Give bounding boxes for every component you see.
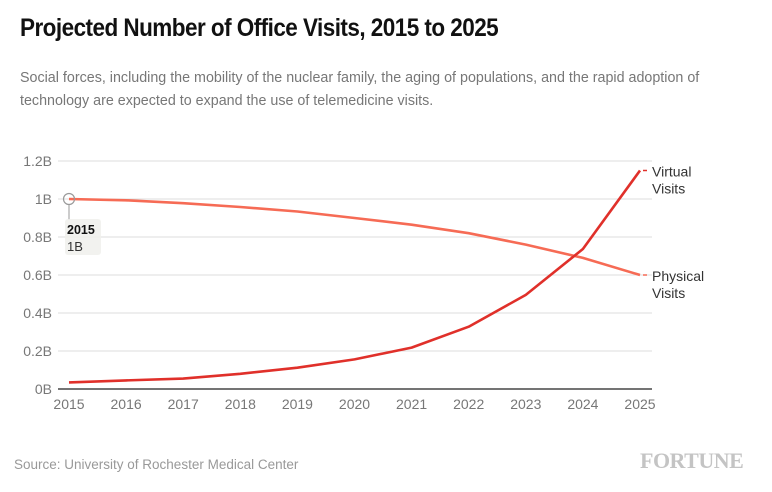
fortune-logo: FORTUNE — [640, 448, 744, 473]
x-tick-label: 2024 — [567, 396, 598, 412]
y-tick-label: 1B — [35, 191, 52, 207]
source-note: Source: University of Rochester Medical … — [14, 457, 299, 472]
physical-visits-label: Physical — [652, 268, 704, 284]
hover-marker[interactable] — [62, 192, 76, 206]
tooltip-year: 2015 — [67, 223, 95, 237]
y-tick-label: 0.6B — [23, 267, 52, 283]
y-tick-label: 0.2B — [23, 343, 52, 359]
x-tick-label: 2023 — [510, 396, 541, 412]
x-tick-label: 2019 — [282, 396, 313, 412]
chart-title: Projected Number of Office Visits, 2015 … — [20, 14, 499, 42]
hover-tooltip: 2015 1B — [62, 192, 101, 255]
x-tick-label: 2020 — [339, 396, 370, 412]
x-axis-ticks: 2015 2016 2017 2018 2019 2020 2021 2022 2023 2024… — [53, 396, 655, 412]
chart-subtitle: Social forces, including the mobility of… — [20, 70, 700, 109]
physical-visits-line[interactable] — [68, 197, 641, 277]
x-tick-label: 2022 — [453, 396, 484, 412]
physical-visits-label: Visits — [652, 285, 685, 301]
virtual-visits-label: Visits — [652, 181, 685, 197]
tooltip-background — [65, 219, 101, 255]
y-tick-label: 1.2B — [23, 153, 52, 169]
x-tick-label: 2015 — [53, 396, 84, 412]
tooltip-value: 1B — [67, 239, 83, 254]
x-tick-label: 2017 — [168, 396, 199, 412]
series-lines — [68, 169, 642, 384]
virtual-visits-line[interactable] — [68, 169, 642, 384]
x-tick-label: 2018 — [225, 396, 256, 412]
y-tick-label: 0.8B — [23, 229, 52, 245]
y-axis-ticks: 0B 0.2B 0.4B 0.6B 0.8B 1B 1.2B — [23, 153, 52, 397]
y-tick-label: 0B — [35, 381, 52, 397]
x-tick-label: 2025 — [624, 396, 655, 412]
y-tick-label: 0.4B — [23, 305, 52, 321]
x-tick-label: 2021 — [396, 396, 427, 412]
gridlines — [58, 160, 652, 352]
x-tick-label: 2016 — [111, 396, 142, 412]
virtual-visits-label: Virtual — [652, 164, 691, 180]
